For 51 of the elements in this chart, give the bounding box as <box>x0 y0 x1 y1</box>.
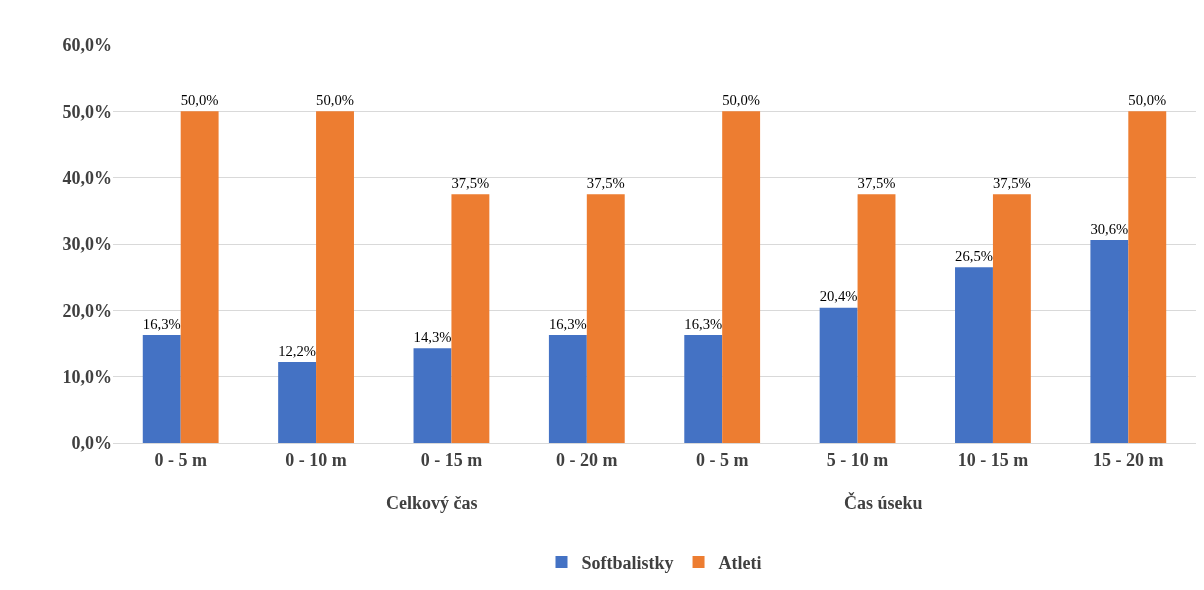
x-tick-label: 15 - 20 m <box>1093 449 1164 470</box>
y-tick-label: 20,0% <box>62 300 112 321</box>
bar <box>857 194 896 443</box>
x-tick-label: 0 - 5 m <box>695 449 749 470</box>
data-label: 16,3% <box>142 315 181 332</box>
y-tick-label: 0,0% <box>71 433 112 454</box>
y-tick-label: 60,0% <box>62 35 112 56</box>
bar <box>180 111 219 443</box>
data-label: 50,0% <box>316 92 354 109</box>
y-tick-label: 40,0% <box>62 167 112 188</box>
y-tick-label: 50,0% <box>62 101 112 122</box>
x-tick-label: 0 - 15 m <box>420 449 483 470</box>
legend-label: Atleti <box>718 553 762 574</box>
bar <box>1128 111 1167 443</box>
data-label: 37,5% <box>451 174 490 191</box>
bar <box>586 194 625 443</box>
bar <box>413 348 452 443</box>
x-tick-label: 0 - 10 m <box>285 449 347 470</box>
data-label: 26,5% <box>955 247 993 264</box>
data-label: 20,4% <box>819 288 858 305</box>
x-tick-label: 0 - 5 m <box>154 449 207 470</box>
x-tick-label: 0 - 20 m <box>556 449 618 470</box>
data-label: 50,0% <box>1128 92 1167 109</box>
text: Celkový čas <box>386 493 478 513</box>
y-tick-label: 10,0% <box>62 366 112 387</box>
text: Čas úseku <box>844 492 923 513</box>
x-tick-label: 10 - 15 m <box>957 449 1029 470</box>
bar <box>278 362 317 443</box>
data-label: 12,2% <box>278 342 317 359</box>
bar <box>142 334 181 443</box>
bar <box>992 194 1031 443</box>
x-tick-label: 5 - 10 m <box>826 449 889 470</box>
bar <box>316 111 354 443</box>
data-label: 16,3% <box>684 315 723 332</box>
data-label: 30,6% <box>1090 220 1129 237</box>
y-tick-label: 30,0% <box>62 234 112 255</box>
bar <box>1090 240 1129 443</box>
data-label: 37,5% <box>586 174 625 191</box>
data-label: 14,3% <box>413 328 452 345</box>
data-label: 50,0% <box>722 92 761 109</box>
data-label: 37,5% <box>992 174 1031 191</box>
bar <box>451 194 490 443</box>
data-label: 16,3% <box>548 315 587 332</box>
bar <box>548 334 587 443</box>
data-label: 37,5% <box>857 174 896 191</box>
legend-label: Softbalistky <box>581 553 674 574</box>
data-label: 50,0% <box>180 92 219 109</box>
bar <box>684 334 723 443</box>
bar <box>955 267 993 443</box>
bar <box>722 111 761 443</box>
bar <box>819 307 858 443</box>
